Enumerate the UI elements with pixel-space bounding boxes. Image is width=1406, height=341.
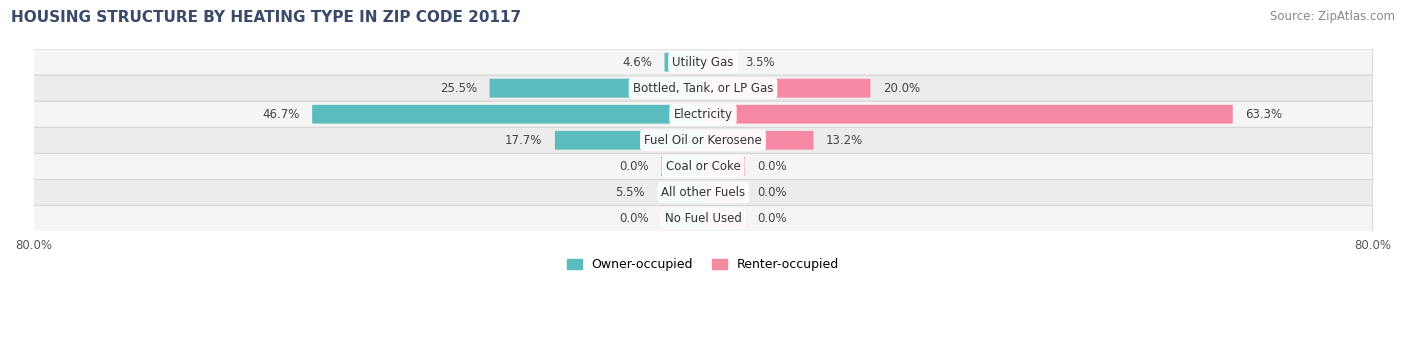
Text: 13.2%: 13.2%	[825, 134, 863, 147]
FancyBboxPatch shape	[34, 127, 1372, 153]
Text: All other Fuels: All other Fuels	[661, 186, 745, 199]
Text: Bottled, Tank, or LP Gas: Bottled, Tank, or LP Gas	[633, 82, 773, 95]
FancyBboxPatch shape	[703, 209, 745, 228]
Text: No Fuel Used: No Fuel Used	[665, 212, 741, 225]
Text: 46.7%: 46.7%	[263, 108, 299, 121]
Text: HOUSING STRUCTURE BY HEATING TYPE IN ZIP CODE 20117: HOUSING STRUCTURE BY HEATING TYPE IN ZIP…	[11, 10, 522, 25]
FancyBboxPatch shape	[489, 79, 703, 98]
FancyBboxPatch shape	[34, 101, 1372, 127]
FancyBboxPatch shape	[703, 131, 814, 150]
Text: 0.0%: 0.0%	[619, 212, 648, 225]
Text: 20.0%: 20.0%	[883, 82, 920, 95]
Text: 0.0%: 0.0%	[758, 160, 787, 173]
Text: 5.5%: 5.5%	[614, 186, 644, 199]
FancyBboxPatch shape	[703, 157, 745, 176]
FancyBboxPatch shape	[34, 205, 1372, 232]
FancyBboxPatch shape	[703, 53, 733, 72]
FancyBboxPatch shape	[661, 157, 703, 176]
FancyBboxPatch shape	[34, 75, 1372, 101]
Text: 0.0%: 0.0%	[619, 160, 648, 173]
FancyBboxPatch shape	[657, 183, 703, 202]
Text: Fuel Oil or Kerosene: Fuel Oil or Kerosene	[644, 134, 762, 147]
Text: 0.0%: 0.0%	[758, 212, 787, 225]
Text: 3.5%: 3.5%	[745, 56, 775, 69]
FancyBboxPatch shape	[312, 105, 703, 123]
FancyBboxPatch shape	[661, 209, 703, 228]
Text: 25.5%: 25.5%	[440, 82, 477, 95]
FancyBboxPatch shape	[34, 179, 1372, 205]
Text: 63.3%: 63.3%	[1246, 108, 1282, 121]
Text: 4.6%: 4.6%	[621, 56, 652, 69]
Legend: Owner-occupied, Renter-occupied: Owner-occupied, Renter-occupied	[562, 253, 844, 276]
Text: 0.0%: 0.0%	[758, 186, 787, 199]
Text: 17.7%: 17.7%	[505, 134, 543, 147]
FancyBboxPatch shape	[703, 183, 745, 202]
Text: Coal or Coke: Coal or Coke	[665, 160, 741, 173]
Text: Utility Gas: Utility Gas	[672, 56, 734, 69]
Text: Electricity: Electricity	[673, 108, 733, 121]
FancyBboxPatch shape	[703, 79, 870, 98]
FancyBboxPatch shape	[34, 153, 1372, 179]
FancyBboxPatch shape	[703, 105, 1233, 123]
FancyBboxPatch shape	[555, 131, 703, 150]
FancyBboxPatch shape	[34, 49, 1372, 75]
Text: Source: ZipAtlas.com: Source: ZipAtlas.com	[1270, 10, 1395, 23]
FancyBboxPatch shape	[665, 53, 703, 72]
